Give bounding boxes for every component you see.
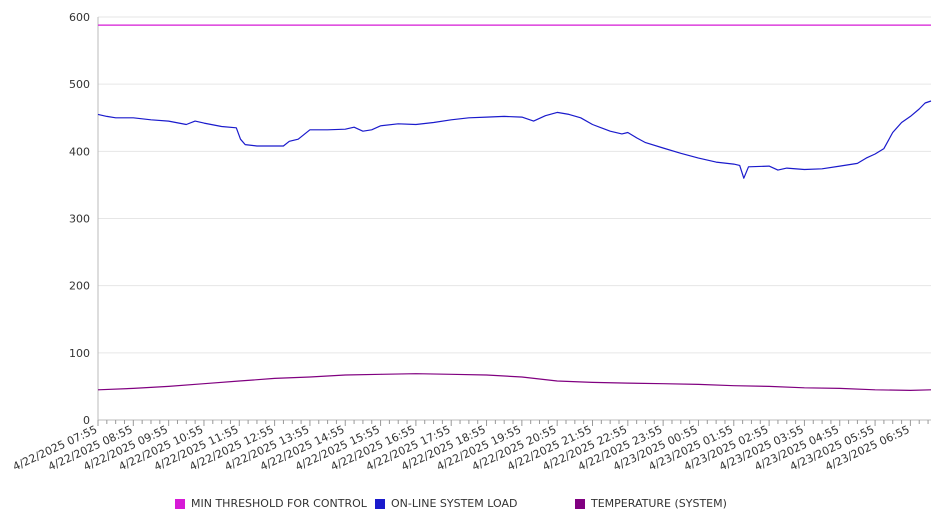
- legend-label-temperature: TEMPERATURE (SYSTEM): [591, 497, 727, 510]
- legend-item-min-threshold[interactable]: MIN THRESHOLD FOR CONTROL: [175, 497, 367, 510]
- series-line-1: [97, 100, 932, 179]
- x-tick-labels: 4/22/2025 07:554/22/2025 08:554/22/2025 …: [11, 423, 912, 473]
- y-tick-label: 200: [69, 280, 90, 293]
- series: [97, 24, 932, 391]
- y-tick-label: 300: [69, 213, 90, 226]
- axes: [97, 17, 931, 426]
- series-line-2: [97, 373, 932, 391]
- legend-label-min-threshold: MIN THRESHOLD FOR CONTROL: [191, 497, 367, 510]
- y-tick-label: 0: [83, 414, 90, 427]
- legend-swatch-temperature: [575, 498, 585, 509]
- y-tick-label: 100: [69, 347, 90, 360]
- legend: MIN THRESHOLD FOR CONTROL ON-LINE SYSTEM…: [0, 497, 946, 515]
- grid: [98, 16, 931, 354]
- y-tick-labels: 0 100 200 300 400 500 600: [69, 11, 90, 427]
- legend-swatch-min-threshold: [175, 498, 185, 509]
- legend-item-temperature[interactable]: TEMPERATURE (SYSTEM): [575, 497, 727, 510]
- y-tick-label: 500: [69, 78, 90, 91]
- y-tick-label: 600: [69, 11, 90, 24]
- line-chart: 0 100 200 300 400 500 600 4/22/2025 07:554/22/…: [11, 11, 932, 473]
- y-tick-label: 400: [69, 145, 90, 158]
- legend-item-system-load[interactable]: ON-LINE SYSTEM LOAD: [375, 497, 517, 510]
- legend-swatch-system-load: [375, 498, 385, 509]
- legend-label-system-load: ON-LINE SYSTEM LOAD: [391, 497, 518, 510]
